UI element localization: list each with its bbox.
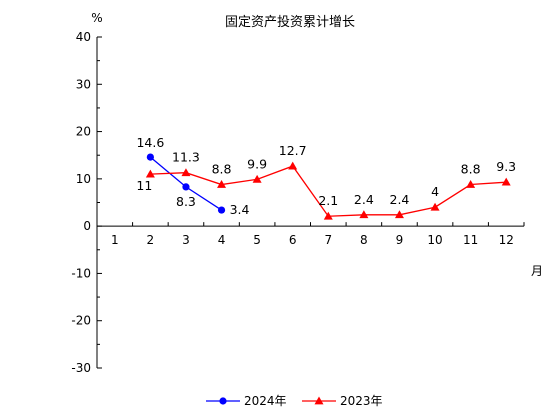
data-label: 8.8 (212, 162, 232, 177)
x-tick-label: 7 (324, 233, 332, 247)
legend-label: 2024年 (244, 394, 287, 408)
data-label: 3.4 (230, 202, 250, 217)
data-label: 2.4 (354, 192, 374, 207)
y-tick-label: -20 (71, 314, 91, 328)
x-tick-label: 2 (147, 233, 155, 247)
x-tick-label: 5 (253, 233, 261, 247)
data-point (217, 206, 226, 214)
x-tick-label: 1 (111, 233, 119, 247)
legend-item: 2023年 (302, 394, 383, 408)
y-tick-label: -10 (71, 266, 91, 280)
data-point (323, 211, 333, 220)
data-label: 14.6 (136, 135, 164, 150)
data-point (252, 174, 262, 183)
x-tick-label: 9 (396, 233, 404, 247)
y-tick-label: 40 (76, 30, 91, 44)
data-point (466, 180, 476, 188)
data-point (182, 183, 190, 191)
data-point (394, 210, 404, 219)
data-point (181, 168, 191, 177)
x-tick-label: 8 (360, 233, 368, 247)
legend-marker (314, 396, 324, 405)
data-point (217, 180, 227, 188)
legend-label: 2023年 (340, 394, 383, 408)
series-2023年: 11 11.3 8.8 9.9 12.7 2.1 2.4 2.4 4 8.8 9.3 (136, 143, 516, 220)
x-tick-label: 11 (463, 233, 478, 247)
data-label: 8.3 (176, 194, 196, 209)
data-label: 2.4 (390, 192, 410, 207)
data-point (145, 169, 155, 178)
data-label: 8.8 (461, 162, 481, 177)
chart-title: 固定资产投资累计增长 (225, 14, 355, 30)
x-tick-label: 6 (289, 233, 297, 247)
legend-item: 2024年 (206, 394, 287, 408)
y-tick-label: 10 (76, 172, 91, 186)
data-label: 12.7 (279, 143, 307, 158)
x-axis-unit-label: 月 (531, 264, 543, 278)
data-label: 2.1 (318, 193, 338, 208)
y-axis-unit-label: % (91, 11, 102, 25)
y-tick-label: 30 (76, 77, 91, 91)
data-label: 4 (431, 184, 439, 199)
data-point (430, 202, 440, 211)
x-tick-label: 4 (218, 233, 226, 247)
series-2024年: 14.6 8.3 3.4 (136, 135, 249, 217)
y-tick-label: 20 (76, 125, 91, 139)
x-tick-label: 3 (182, 233, 190, 247)
data-point (359, 210, 369, 219)
data-label: 9.3 (496, 159, 516, 174)
legend: 2024年 2023年 (206, 394, 383, 408)
data-label: 11 (136, 178, 152, 193)
y-tick-label: -30 (71, 361, 91, 375)
series-line (150, 165, 507, 217)
legend-marker (219, 397, 227, 405)
x-tick-label: 12 (499, 233, 514, 247)
data-label: 11.3 (172, 150, 200, 165)
y-tick-label: 0 (83, 219, 91, 233)
series-layer: 14.6 8.3 3.4 11 11.3 8.8 9.9 12.7 2.1 2.4 2.4 4 8.8 9… (136, 135, 516, 220)
data-point (501, 177, 511, 186)
data-label: 9.9 (247, 156, 267, 171)
data-point (288, 161, 298, 170)
data-point (146, 153, 154, 161)
x-tick-label: 10 (427, 233, 442, 247)
